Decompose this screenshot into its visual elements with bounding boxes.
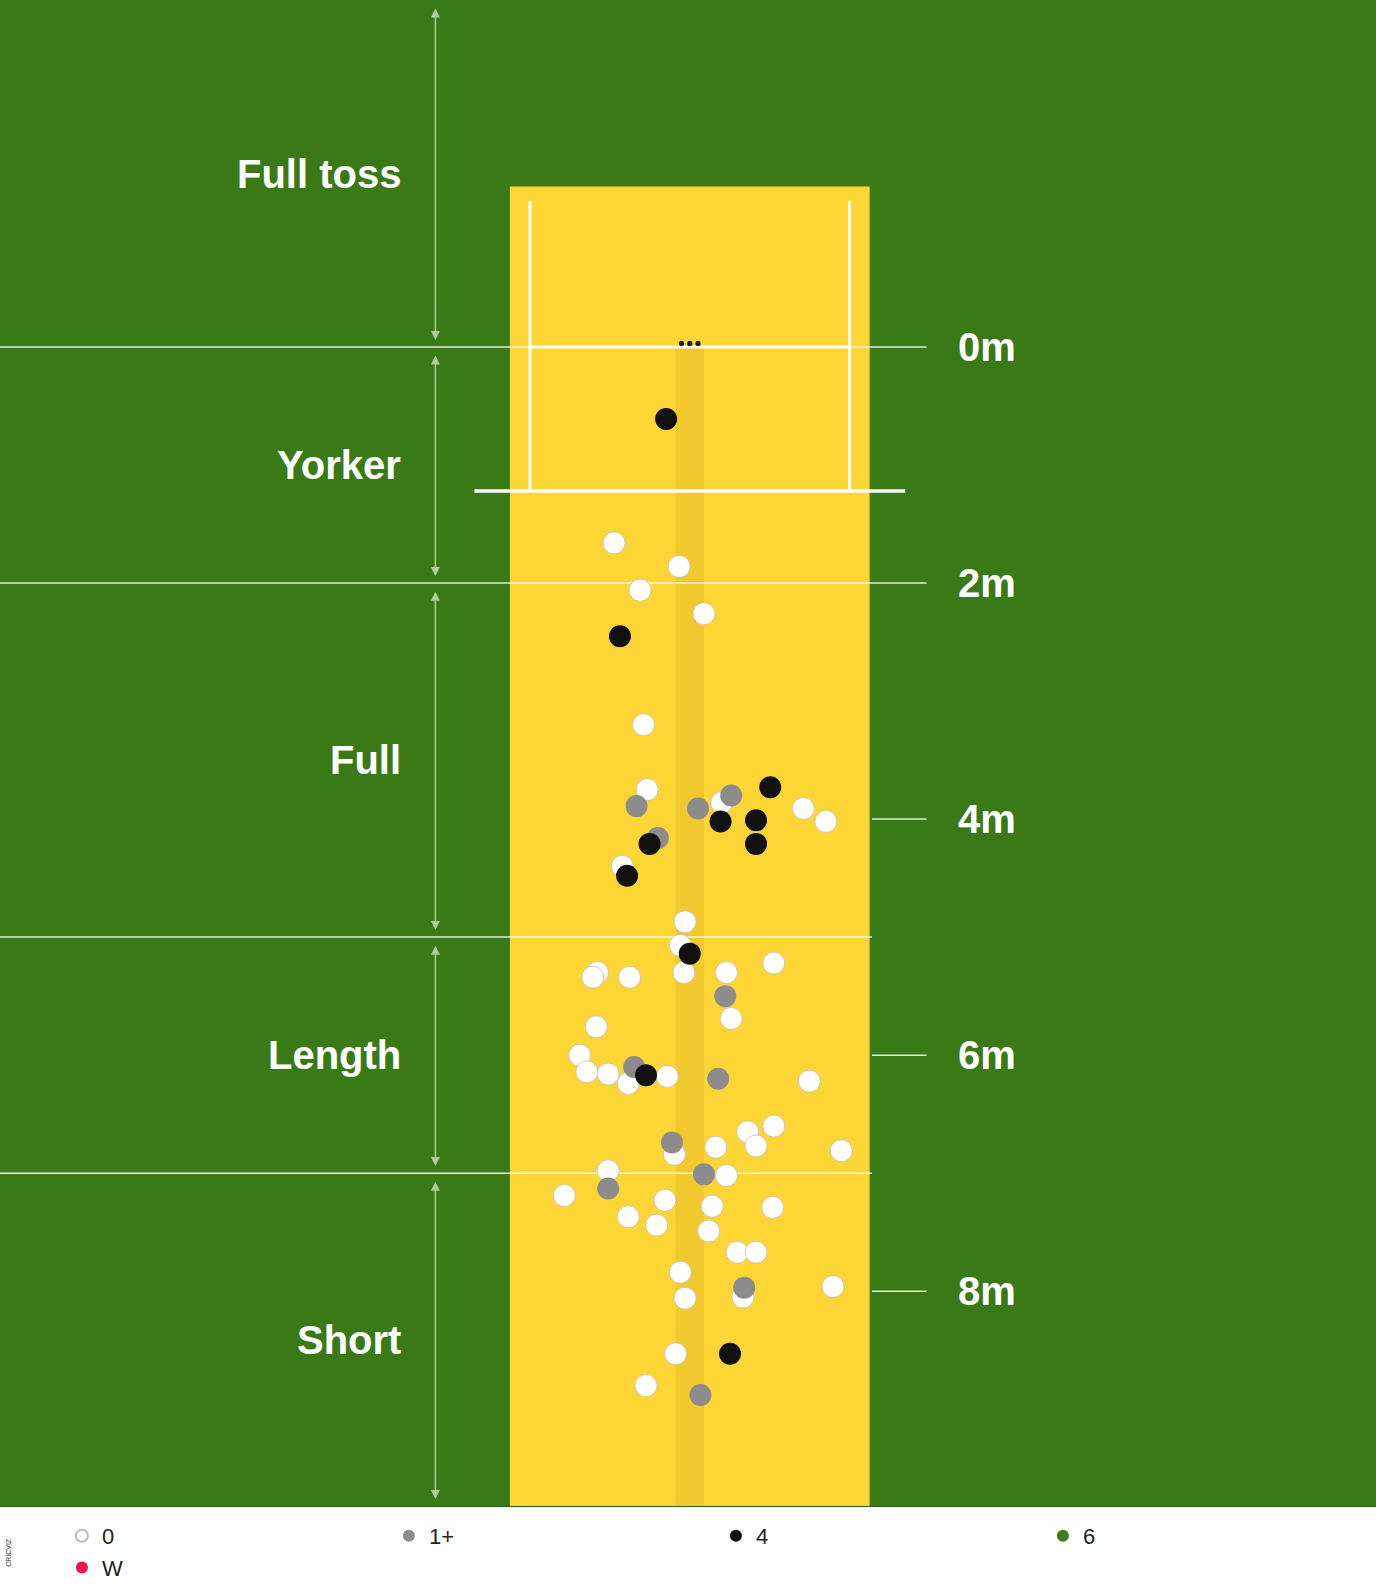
svg-text:Short: Short [297, 1318, 401, 1362]
svg-text:4: 4 [756, 1524, 768, 1549]
svg-text:0m: 0m [958, 325, 1016, 369]
svg-text:8m: 8m [958, 1269, 1016, 1313]
svg-text:6m: 6m [958, 1033, 1016, 1077]
svg-text:Full: Full [330, 738, 401, 782]
svg-text:Full toss: Full toss [237, 152, 401, 196]
svg-text:Yorker: Yorker [277, 443, 401, 487]
svg-text:1+: 1+ [429, 1524, 454, 1549]
svg-text:2m: 2m [958, 561, 1016, 605]
svg-text:4m: 4m [958, 797, 1016, 841]
svg-text:Length: Length [268, 1033, 401, 1077]
svg-text:W: W [102, 1556, 123, 1581]
svg-text:6: 6 [1083, 1524, 1095, 1549]
svg-text:CRICVIZ: CRICVIZ [5, 1538, 12, 1567]
svg-text:0: 0 [102, 1524, 114, 1549]
